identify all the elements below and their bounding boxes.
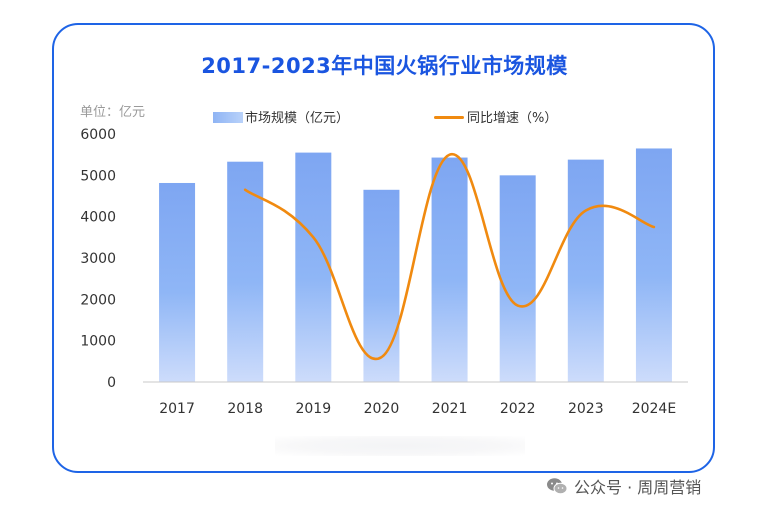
x-tick-label: 2020 — [364, 401, 400, 417]
bar-2019 — [295, 152, 332, 382]
x-tick-label: 2023 — [568, 401, 604, 417]
x-tick-label: 2018 — [227, 401, 263, 417]
legend-bar-swatch — [213, 112, 243, 123]
legend-line-swatch — [434, 116, 464, 119]
bar-2021 — [431, 157, 468, 382]
y-tick-label: 5000 — [80, 168, 116, 184]
blurred-region — [275, 436, 525, 456]
bar-2018 — [227, 161, 264, 382]
legend-line-label: 同比增速（%） — [467, 111, 558, 126]
x-tick-label: 2019 — [295, 401, 331, 417]
series-line-growth — [243, 153, 656, 361]
y-tick-label: 4000 — [80, 210, 116, 226]
bar-2017 — [159, 182, 196, 382]
x-tick-label: 2021 — [432, 401, 468, 417]
x-tick-label: 2022 — [500, 401, 536, 417]
y-tick-label: 2000 — [80, 292, 116, 308]
watermark: 公众号 · 周周营销 — [546, 474, 701, 498]
y-tick-label: 1000 — [80, 334, 116, 350]
bar-2024E — [635, 148, 672, 382]
bar-2023 — [567, 159, 604, 382]
chart-title: 2017-2023年中国火锅行业市场规模 — [201, 54, 568, 78]
watermark-text: 公众号 · 周周营销 — [574, 478, 702, 497]
y-tick-label: 0 — [107, 375, 116, 391]
bar-2022 — [499, 175, 536, 382]
bar-2020 — [363, 189, 400, 382]
y-tick-label: 6000 — [80, 127, 116, 143]
wechat-icon — [547, 478, 568, 495]
legend-bar-label: 市场规模（亿元） — [245, 111, 350, 126]
unit-label: 单位：亿元 — [80, 105, 146, 120]
x-tick-label: 2024E — [632, 401, 676, 417]
x-tick-label: 2017 — [159, 401, 195, 417]
y-tick-label: 3000 — [80, 251, 116, 267]
